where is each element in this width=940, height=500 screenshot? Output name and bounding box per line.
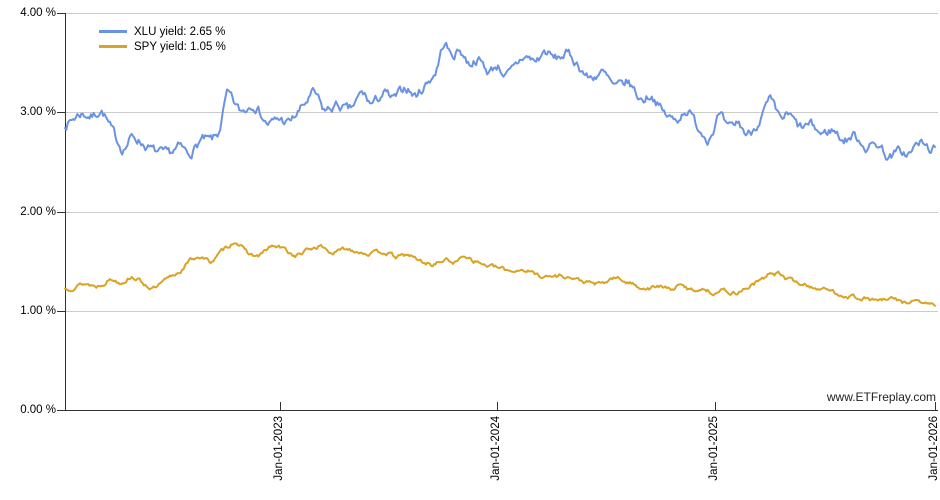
legend-label-spy: SPY yield: 1.05 % <box>134 40 226 53</box>
y-tick-label-3: 3.00 % <box>20 106 56 119</box>
legend-label-xlu: XLU yield: 2.65 % <box>134 25 226 38</box>
x-tick-label-2026: Jan-01-2026 <box>928 416 940 481</box>
etfreplay-watermark: www.ETFreplay.com <box>826 390 936 404</box>
y-tick-label-4: 4.00 % <box>20 7 56 19</box>
y-tick-label-0: 0.00 % <box>20 404 56 416</box>
y-tick-label-2: 2.00 % <box>20 205 56 218</box>
y-tick-label-1: 1.00 % <box>20 304 56 317</box>
xlu-line-swatch-icon <box>99 30 127 33</box>
x-tick-label-2024: Jan-01-2024 <box>490 416 503 481</box>
series-line-xlu <box>64 41 936 161</box>
x-tick-label-2023: Jan-01-2023 <box>272 416 285 481</box>
legend-item-xlu: XLU yield: 2.65 % <box>99 24 226 39</box>
spy-line-swatch-icon <box>99 45 127 48</box>
chart-legend: XLU yield: 2.65 % SPY yield: 1.05 % <box>99 24 226 54</box>
series-line-spy <box>64 242 936 307</box>
legend-item-spy: SPY yield: 1.05 % <box>99 39 226 54</box>
x-tick-label-2025: Jan-01-2025 <box>707 416 720 481</box>
